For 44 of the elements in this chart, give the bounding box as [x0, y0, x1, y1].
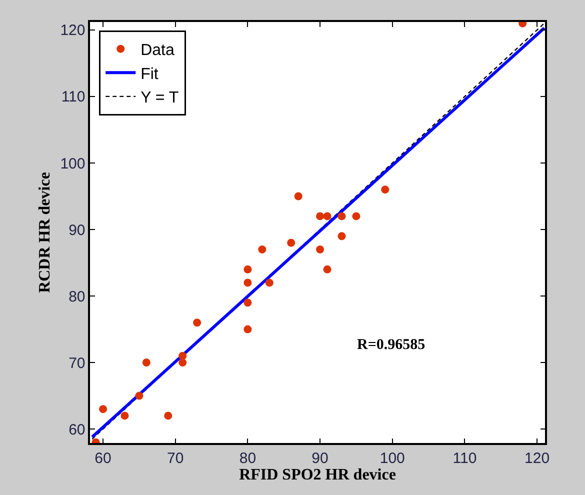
point: [316, 212, 324, 220]
x-tick-label: 110: [452, 450, 477, 467]
point: [244, 265, 252, 274]
point: [99, 405, 108, 414]
x-tick-label: 70: [167, 450, 184, 467]
x-tick-label: 100: [380, 450, 405, 467]
point: [120, 412, 129, 420]
point: [135, 392, 144, 400]
point: [244, 278, 252, 287]
point: [338, 212, 346, 220]
legend-label: Y = T: [140, 90, 179, 107]
y-tick-label: 120: [60, 22, 86, 40]
x-tick-label: 80: [239, 450, 256, 467]
point: [338, 232, 346, 240]
point: [142, 358, 150, 367]
x-tick-label: 60: [94, 450, 112, 467]
point: [244, 325, 252, 334]
point: [352, 212, 360, 220]
y-tick-label: 70: [68, 354, 86, 372]
point: [323, 212, 332, 220]
y-tick-label: 90: [68, 222, 86, 239]
legend-label: Data: [140, 42, 174, 60]
point: [164, 412, 172, 420]
annotation: R=0.96585: [357, 337, 426, 353]
point: [265, 278, 274, 287]
x-tick-label: 120: [524, 450, 550, 467]
y-axis-title: RCDR HR device: [36, 172, 54, 293]
y-tick-label: 80: [68, 288, 86, 306]
point: [294, 192, 302, 200]
x-axis-title: RFID SPO2 HR device: [239, 466, 396, 484]
point: [316, 245, 324, 254]
y-tick-label: 100: [60, 155, 86, 172]
point: [178, 358, 187, 367]
legend-label: Fit: [140, 66, 159, 83]
y-tick-label: 60: [68, 421, 86, 438]
point: [258, 245, 266, 254]
point: [178, 352, 187, 360]
point: [193, 318, 202, 327]
point: [323, 265, 332, 274]
point: [244, 298, 252, 307]
point: [287, 238, 296, 247]
y-tick-label: 110: [61, 88, 86, 106]
point: [381, 186, 390, 194]
x-tick-label: 90: [312, 450, 328, 467]
